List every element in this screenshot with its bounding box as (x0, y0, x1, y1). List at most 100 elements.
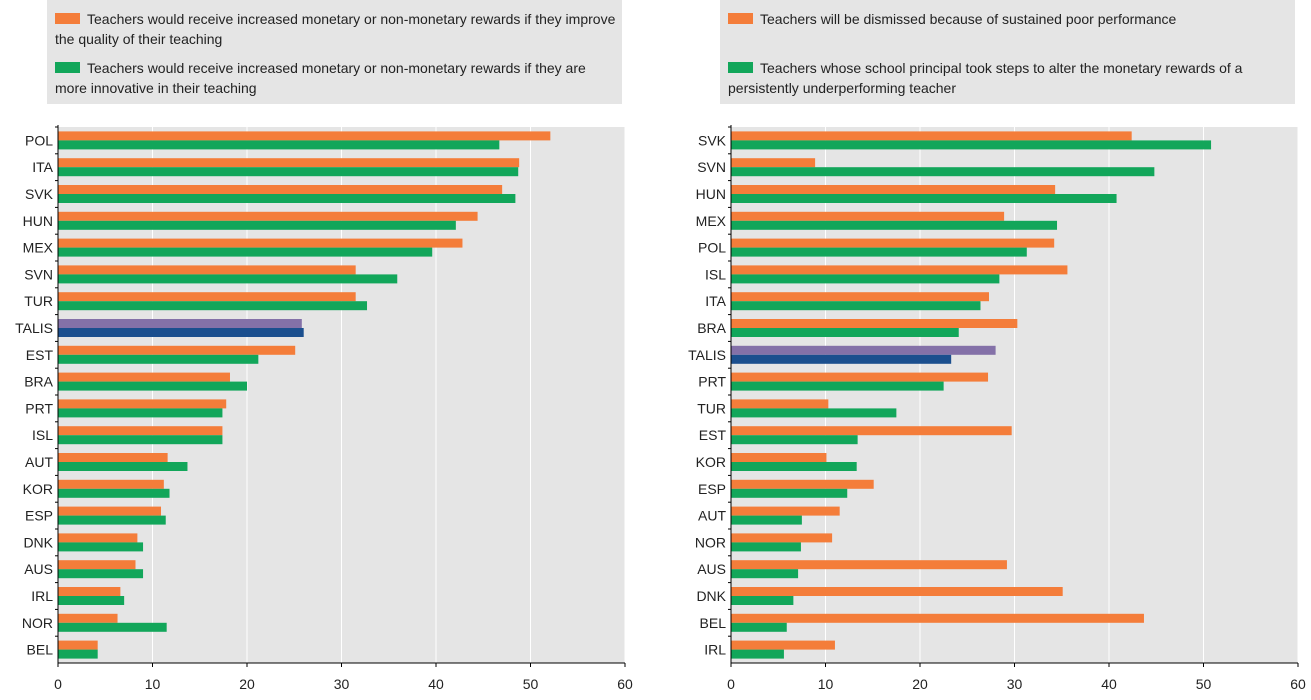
bar-talis-series2 (58, 328, 304, 337)
category-label-esp: ESP (25, 508, 53, 524)
bar-kor-series1 (731, 453, 826, 462)
bar-aut-series1 (731, 507, 840, 516)
bar-dnk-series2 (58, 542, 143, 551)
category-label-aus: AUS (24, 561, 53, 577)
category-label-hun: HUN (696, 186, 726, 202)
bar-aut-series1 (58, 453, 168, 462)
category-label-prt: PRT (698, 374, 726, 390)
bar-bel-series1 (58, 641, 98, 650)
bar-dnk-series1 (731, 587, 1063, 596)
bar-bra-series2 (731, 328, 959, 337)
x-tick-label: 10 (818, 676, 834, 692)
category-label-mex: MEX (696, 213, 727, 229)
category-label-irl: IRL (704, 642, 726, 658)
bar-ita-series2 (58, 167, 518, 176)
x-tick-label: 20 (912, 676, 928, 692)
bar-talis-series2 (731, 355, 951, 364)
bar-svk-series2 (731, 140, 1211, 149)
bar-irl-series2 (58, 596, 124, 605)
bar-aut-series2 (58, 462, 187, 471)
category-label-bel: BEL (700, 615, 727, 631)
bar-kor-series2 (731, 462, 857, 471)
x-tick-label: 60 (1290, 676, 1306, 692)
category-label-bra: BRA (24, 374, 53, 390)
bar-kor-series1 (58, 480, 164, 489)
bar-aus-series2 (58, 569, 143, 578)
category-label-prt: PRT (25, 400, 53, 416)
bar-esp-series1 (731, 480, 874, 489)
category-label-nor: NOR (22, 615, 53, 631)
bar-esp-series2 (731, 489, 847, 498)
bar-aus-series2 (731, 569, 798, 578)
bar-bra-series2 (58, 382, 247, 391)
bar-svn-series2 (58, 274, 397, 283)
bar-bra-series1 (731, 319, 1017, 328)
bar-est-series1 (731, 426, 1012, 435)
bar-hun-series2 (731, 194, 1117, 203)
category-label-irl: IRL (31, 588, 53, 604)
bar-prt-series1 (58, 399, 226, 408)
bar-bra-series1 (58, 373, 230, 382)
bar-nor-series1 (731, 533, 832, 542)
bar-tur-series2 (58, 301, 367, 310)
category-label-talis: TALIS (15, 320, 53, 336)
category-label-tur: TUR (24, 293, 53, 309)
bar-esp-series1 (58, 507, 161, 516)
category-label-isl: ISL (32, 427, 53, 443)
category-label-est: EST (26, 347, 54, 363)
category-label-pol: POL (698, 240, 726, 256)
category-label-svn: SVN (24, 266, 53, 282)
category-label-svn: SVN (697, 159, 726, 175)
bar-ita-series2 (731, 301, 980, 310)
bar-isl-series1 (58, 426, 222, 435)
bar-isl-series1 (731, 265, 1067, 274)
x-tick-label: 60 (617, 676, 633, 692)
bar-talis-series1 (58, 319, 302, 328)
bar-mex-series1 (58, 239, 462, 248)
category-label-bra: BRA (697, 320, 726, 336)
bar-talis-series1 (731, 346, 996, 355)
category-label-pol: POL (25, 132, 53, 148)
bar-bel-series2 (58, 650, 98, 659)
bar-est-series2 (731, 435, 858, 444)
x-tick-label: 10 (145, 676, 161, 692)
category-label-nor: NOR (695, 534, 726, 550)
x-tick-label: 0 (54, 676, 62, 692)
bar-tur-series1 (58, 292, 356, 301)
category-label-est: EST (699, 427, 727, 443)
category-label-bel: BEL (27, 642, 54, 658)
bar-est-series1 (58, 346, 295, 355)
bar-pol-series2 (731, 248, 1027, 257)
x-tick-label: 40 (1101, 676, 1117, 692)
category-label-hun: HUN (23, 213, 53, 229)
category-label-kor: KOR (696, 454, 726, 470)
x-tick-label: 40 (428, 676, 444, 692)
category-label-ita: ITA (32, 159, 53, 175)
bar-svn-series1 (731, 158, 815, 167)
category-label-dnk: DNK (696, 588, 726, 604)
bar-bel-series2 (731, 623, 787, 632)
x-tick-label: 20 (239, 676, 255, 692)
category-label-isl: ISL (705, 266, 726, 282)
category-label-aus: AUS (697, 561, 726, 577)
bar-irl-series1 (731, 641, 835, 650)
bar-mex-series2 (58, 248, 432, 257)
bar-irl-series1 (58, 587, 120, 596)
category-label-tur: TUR (697, 400, 726, 416)
x-tick-label: 50 (1196, 676, 1212, 692)
bar-aus-series1 (58, 560, 135, 569)
category-label-aut: AUT (25, 454, 53, 470)
category-label-aut: AUT (698, 508, 726, 524)
bar-tur-series2 (731, 408, 896, 417)
x-tick-label: 50 (523, 676, 539, 692)
bar-svk-series2 (58, 194, 515, 203)
category-label-ita: ITA (705, 293, 726, 309)
bar-mex-series1 (731, 212, 1004, 221)
bar-nor-series1 (58, 614, 118, 623)
bar-isl-series2 (731, 274, 999, 283)
bar-prt-series2 (58, 408, 222, 417)
bar-aus-series1 (731, 560, 1007, 569)
bar-mex-series2 (731, 221, 1057, 230)
x-tick-label: 30 (334, 676, 350, 692)
